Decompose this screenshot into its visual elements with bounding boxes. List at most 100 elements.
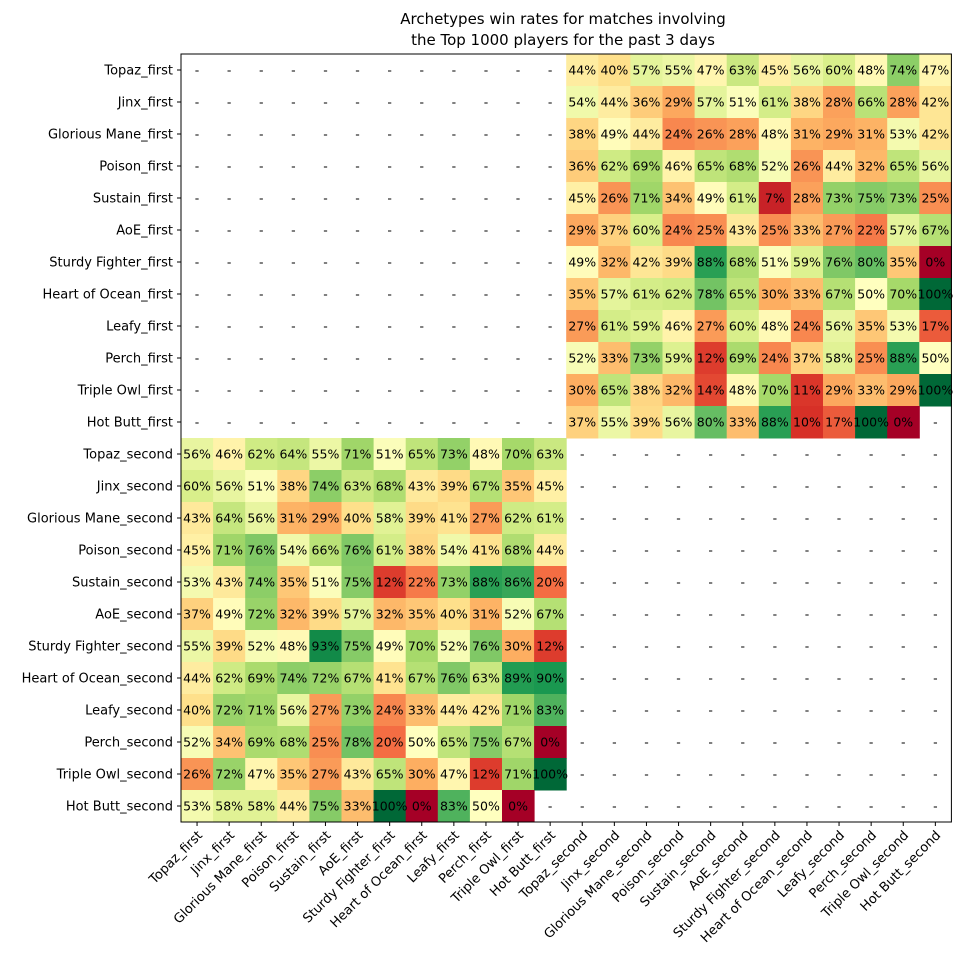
heatmap-cell bbox=[887, 246, 920, 279]
heatmap-cell bbox=[919, 246, 952, 279]
cell-value-label: 56% bbox=[279, 703, 307, 718]
cell-value-label: 29% bbox=[312, 511, 340, 526]
cell-value-label: 72% bbox=[312, 671, 340, 686]
cell-value-label: 31% bbox=[279, 511, 307, 526]
cell-empty-label: - bbox=[548, 415, 553, 430]
cell-value-label: 67% bbox=[825, 287, 853, 302]
cell-value-label: 55% bbox=[312, 447, 340, 462]
heatmap-cell bbox=[662, 278, 696, 311]
cell-value-label: 44% bbox=[568, 63, 596, 78]
cell-empty-label: - bbox=[644, 447, 649, 462]
heatmap-cell bbox=[373, 438, 407, 471]
cell-value-label: 43% bbox=[344, 767, 372, 782]
cell-value-label: 17% bbox=[921, 319, 949, 334]
heatmap-cell bbox=[630, 246, 663, 279]
heatmap-cell bbox=[919, 182, 952, 215]
heatmap-cell bbox=[758, 182, 792, 215]
heatmap-cell bbox=[566, 150, 599, 183]
cell-value-label: 26% bbox=[697, 127, 725, 142]
cell-value-label: 58% bbox=[825, 351, 853, 366]
y-tick-label: Leafy_second bbox=[85, 704, 173, 719]
cell-empty-label: - bbox=[291, 127, 296, 142]
y-tick-label: Sustain_second bbox=[72, 576, 173, 591]
heatmap-cell bbox=[823, 406, 856, 439]
cell-empty-label: - bbox=[195, 287, 200, 302]
heatmap-cell bbox=[919, 118, 952, 151]
heatmap-cell bbox=[630, 406, 663, 439]
cell-empty-label: - bbox=[837, 511, 842, 526]
cell-value-label: 32% bbox=[665, 383, 693, 398]
cell-value-label: 39% bbox=[440, 479, 468, 494]
cell-empty-label: - bbox=[548, 287, 553, 302]
cell-empty-label: - bbox=[740, 447, 745, 462]
cell-empty-label: - bbox=[740, 735, 745, 750]
cell-empty-label: - bbox=[580, 479, 585, 494]
heatmap-cell bbox=[245, 598, 278, 631]
cell-value-label: 56% bbox=[183, 447, 211, 462]
cell-value-label: 55% bbox=[183, 639, 211, 654]
heatmap-cell bbox=[277, 726, 310, 759]
heatmap-cell bbox=[790, 310, 824, 343]
cell-value-label: 45% bbox=[568, 191, 596, 206]
cell-value-label: 50% bbox=[921, 351, 949, 366]
cell-empty-label: - bbox=[837, 799, 842, 814]
y-tick-label: Sustain_first bbox=[93, 192, 173, 207]
cell-empty-label: - bbox=[869, 735, 874, 750]
heatmap-cell bbox=[277, 470, 310, 503]
cell-empty-label: - bbox=[580, 671, 585, 686]
heatmap-cell bbox=[277, 662, 310, 695]
cell-value-label: 35% bbox=[889, 255, 917, 270]
heatmap-cell bbox=[373, 502, 407, 535]
cell-empty-label: - bbox=[676, 639, 681, 654]
cell-value-label: 69% bbox=[247, 671, 275, 686]
cell-empty-label: - bbox=[612, 575, 617, 590]
chart-title-line-2: the Top 1000 players for the past 3 days bbox=[411, 31, 715, 49]
cell-value-label: 70% bbox=[761, 383, 789, 398]
heatmap-cell bbox=[534, 598, 567, 631]
cell-value-label: 39% bbox=[665, 255, 693, 270]
heatmap-cell bbox=[534, 758, 567, 791]
cell-value-label: 49% bbox=[376, 639, 404, 654]
heatmap-cell bbox=[823, 182, 856, 215]
cell-value-label: 48% bbox=[761, 127, 789, 142]
heatmap-cell bbox=[309, 758, 342, 791]
cell-value-label: 76% bbox=[344, 543, 372, 558]
cell-value-label: 25% bbox=[761, 223, 789, 238]
cell-empty-label: - bbox=[452, 351, 457, 366]
cell-value-label: 58% bbox=[247, 799, 275, 814]
heatmap-cell bbox=[694, 182, 728, 215]
cell-value-label: 34% bbox=[665, 191, 693, 206]
heatmap-cell bbox=[598, 86, 631, 119]
y-tick-label: Heart of Ocean_first bbox=[43, 288, 173, 303]
cell-value-label: 12% bbox=[536, 639, 564, 654]
cell-empty-label: - bbox=[708, 447, 713, 462]
heatmap-cell bbox=[373, 534, 407, 567]
cell-empty-label: - bbox=[805, 799, 810, 814]
cell-value-label: 73% bbox=[633, 351, 661, 366]
heatmap-cell bbox=[181, 726, 214, 759]
cell-value-label: 67% bbox=[921, 223, 949, 238]
cell-empty-label: - bbox=[644, 799, 649, 814]
cell-empty-label: - bbox=[548, 95, 553, 110]
heatmap-cell bbox=[855, 374, 888, 407]
heatmap-cell bbox=[662, 86, 696, 119]
heatmap-cell bbox=[373, 694, 407, 727]
cell-value-label: 78% bbox=[344, 735, 372, 750]
cell-empty-label: - bbox=[933, 447, 938, 462]
cell-empty-label: - bbox=[227, 415, 232, 430]
heatmap-cell bbox=[469, 534, 503, 567]
heatmap-cell bbox=[694, 214, 728, 247]
heatmap-cell bbox=[823, 214, 856, 247]
cell-empty-label: - bbox=[805, 511, 810, 526]
heatmap-cell bbox=[887, 278, 920, 311]
cell-value-label: 32% bbox=[376, 607, 404, 622]
cell-empty-label: - bbox=[355, 383, 360, 398]
cell-value-label: 0% bbox=[925, 255, 945, 270]
cell-empty-label: - bbox=[773, 735, 778, 750]
cell-value-label: 44% bbox=[633, 127, 661, 142]
cell-empty-label: - bbox=[484, 415, 489, 430]
cell-value-label: 83% bbox=[440, 799, 468, 814]
cell-empty-label: - bbox=[933, 543, 938, 558]
cell-value-label: 45% bbox=[536, 479, 564, 494]
cell-empty-label: - bbox=[355, 191, 360, 206]
